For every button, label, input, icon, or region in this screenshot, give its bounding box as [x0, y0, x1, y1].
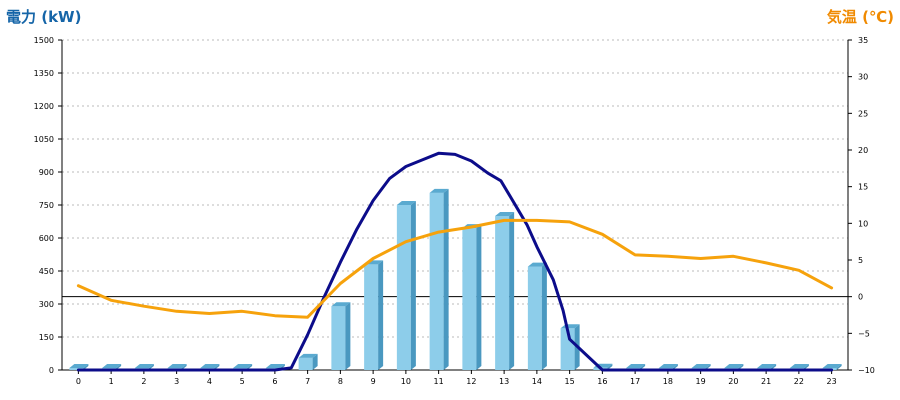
x-tick-label: 13	[499, 377, 509, 386]
left-tick-label: 0	[49, 366, 54, 375]
power-bar-side	[443, 188, 449, 370]
power-bar-top	[134, 364, 154, 368]
power-bar-side	[476, 224, 482, 370]
left-tick-label: 1500	[34, 36, 54, 45]
power-bar-top	[757, 364, 777, 368]
power-bar	[495, 216, 510, 370]
power-bar-top	[200, 364, 220, 368]
x-tick-label: 11	[434, 377, 444, 386]
power-bar	[429, 192, 444, 370]
right-tick-label: 15	[858, 183, 868, 192]
x-tick-label: 23	[827, 377, 837, 386]
right-tick-label: −10	[858, 366, 875, 375]
x-tick-label: 22	[794, 377, 804, 386]
power-bar	[396, 205, 411, 370]
x-tick-label: 16	[597, 377, 607, 386]
right-tick-label: 0	[858, 293, 863, 302]
x-tick-label: 5	[240, 377, 245, 386]
right-tick-label: 30	[858, 73, 868, 82]
x-tick-label: 9	[371, 377, 376, 386]
x-tick-label: 0	[76, 377, 81, 386]
x-tick-label: 10	[401, 377, 411, 386]
power-bar-top	[724, 364, 744, 368]
power-bar-top	[691, 364, 711, 368]
power-bar-side	[541, 262, 547, 370]
power-bar-side	[410, 201, 416, 370]
power-bar-top	[626, 364, 646, 368]
x-tick-label: 18	[663, 377, 673, 386]
right-tick-label: 25	[858, 109, 868, 118]
power-bar-top	[789, 364, 809, 368]
x-tick-label: 14	[532, 377, 542, 386]
x-tick-label: 17	[630, 377, 640, 386]
power-bar-top	[331, 302, 351, 307]
left-tick-label: 600	[39, 234, 54, 243]
power-bar-top	[233, 364, 253, 368]
power-bar	[331, 306, 346, 370]
power-bar	[462, 228, 477, 370]
right-axis-title: 気温 (℃)	[826, 8, 894, 26]
power-bar	[298, 357, 313, 370]
left-tick-label: 1350	[34, 69, 54, 78]
x-tick-label: 15	[565, 377, 575, 386]
power-bar-top	[495, 212, 515, 216]
left-axis-title: 電力 (kW)	[6, 8, 82, 26]
power-bar-side	[345, 302, 351, 370]
left-tick-label: 300	[39, 300, 54, 309]
x-tick-label: 20	[728, 377, 738, 386]
x-tick-label: 3	[174, 377, 179, 386]
x-tick-label: 4	[207, 377, 212, 386]
power-bar	[364, 264, 379, 370]
x-tick-label: 8	[338, 377, 343, 386]
power-bar-top	[167, 364, 187, 368]
right-tick-label: 35	[858, 36, 868, 45]
right-tick-label: −5	[858, 329, 870, 338]
left-tick-label: 1200	[34, 102, 54, 111]
x-tick-label: 19	[696, 377, 706, 386]
x-tick-label: 6	[272, 377, 277, 386]
x-tick-label: 7	[305, 377, 310, 386]
power-bar-top	[396, 201, 416, 205]
power-bar-top	[429, 188, 449, 193]
power-bar-side	[312, 353, 318, 370]
left-tick-label: 450	[39, 267, 54, 276]
left-tick-label: 750	[39, 201, 54, 210]
power-line	[76, 151, 834, 372]
x-tick-label: 21	[761, 377, 771, 386]
temperature-line	[76, 218, 834, 319]
left-tick-label: 900	[39, 168, 54, 177]
power-bar-top	[822, 364, 842, 368]
right-tick-label: 5	[858, 256, 863, 265]
right-tick-label: 10	[858, 219, 868, 228]
power-bar-side	[836, 364, 842, 370]
power-bar	[69, 368, 84, 370]
x-tick-label: 12	[466, 377, 476, 386]
power-bar-side	[378, 260, 384, 370]
x-tick-label: 2	[141, 377, 146, 386]
power-bar-side	[509, 212, 515, 370]
power-bar-side	[607, 363, 613, 370]
power-bar	[527, 266, 542, 370]
x-tick-label: 1	[109, 377, 114, 386]
power-bar-top	[102, 364, 122, 368]
power-bar-top	[298, 353, 318, 358]
power-bar-top	[527, 262, 547, 267]
power-bar-top	[658, 364, 678, 368]
power-bar-top	[69, 364, 89, 368]
right-tick-label: 20	[858, 146, 868, 155]
left-tick-label: 150	[39, 333, 54, 342]
left-tick-label: 1050	[34, 135, 54, 144]
power-bar-top	[265, 364, 285, 368]
